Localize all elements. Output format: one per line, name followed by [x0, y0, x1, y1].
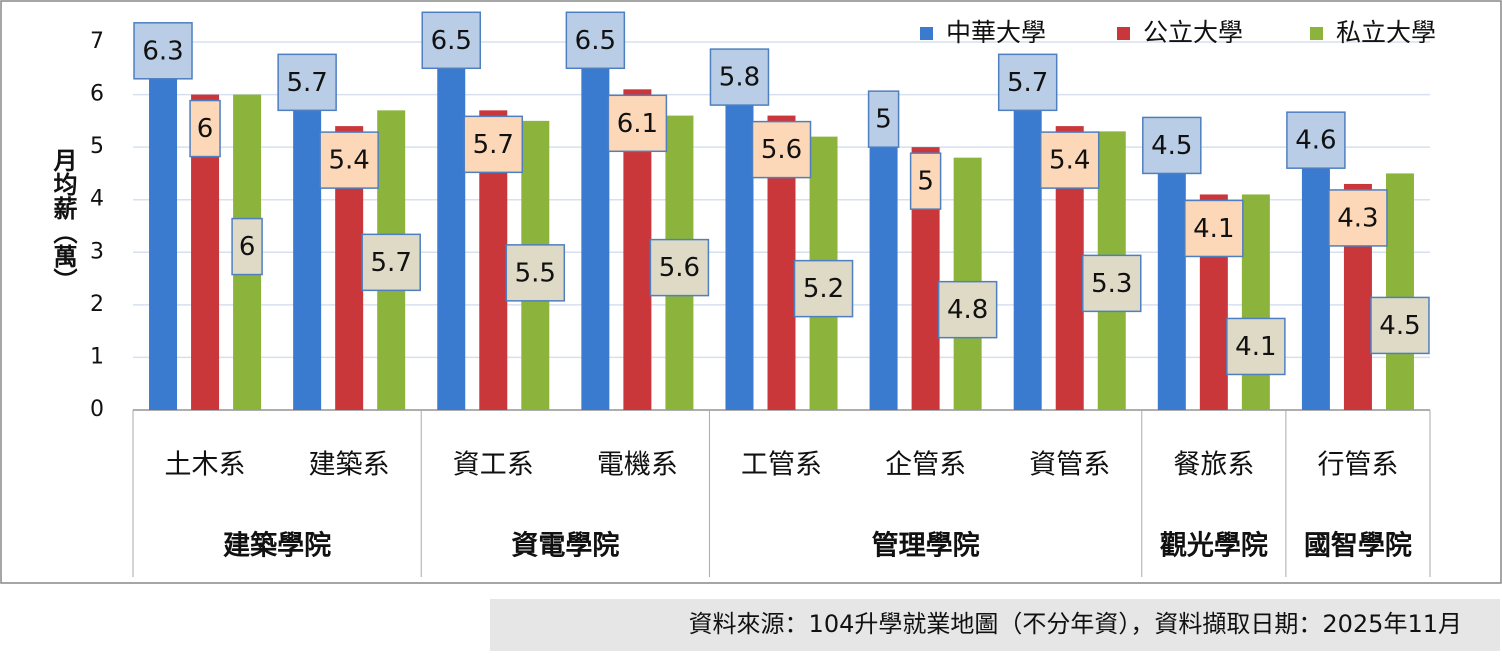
data-label: 6.1	[617, 109, 658, 139]
y-tick-label: 4	[90, 187, 104, 212]
data-label-box	[1082, 254, 1142, 313]
group-label: 資電學院	[511, 530, 619, 562]
y-tick-label: 7	[90, 29, 104, 54]
data-label-box	[319, 131, 379, 189]
data-label-box	[505, 244, 566, 302]
legend-label: 私立大學	[1336, 18, 1436, 47]
y-tick-label: 1	[90, 344, 104, 369]
legend-swatch	[1117, 27, 1130, 40]
data-label: 4.1	[1235, 332, 1276, 362]
data-label-box	[361, 233, 421, 292]
data-label: 4.6	[1295, 126, 1336, 156]
data-label-box	[421, 11, 481, 70]
data-label-box	[565, 11, 626, 70]
legend-swatch	[1310, 27, 1323, 40]
bar	[1241, 194, 1270, 410]
data-label: 5.4	[1049, 146, 1090, 176]
data-label: 4.5	[1151, 131, 1192, 161]
group-label: 建築學院	[223, 530, 331, 562]
bar	[725, 105, 754, 410]
x-tick-label: 土木系	[165, 450, 246, 481]
data-label: 4.1	[1193, 214, 1234, 244]
legend-swatch	[920, 27, 933, 40]
data-label-box	[709, 48, 770, 106]
data-label: 6.5	[431, 26, 472, 56]
bar	[1301, 168, 1330, 410]
group-label: 管理學院	[872, 530, 980, 562]
legend-label: 公立大學	[1143, 18, 1243, 47]
x-tick-label: 建築系	[309, 450, 390, 481]
data-label-box	[1328, 189, 1388, 247]
bar	[149, 78, 178, 411]
data-label-box	[793, 259, 854, 318]
bar	[293, 110, 322, 410]
source: 資料來源：104升學就業地圖（不分年資），資料擷取日期：2025年11月	[689, 610, 1462, 638]
x-tick-label: 資管系	[1029, 450, 1110, 481]
y-tick-label: 0	[90, 397, 104, 422]
data-label-box	[937, 280, 998, 339]
data-label-box	[1142, 116, 1202, 175]
bar	[1157, 173, 1186, 410]
data-label-box	[751, 120, 812, 179]
data-label: 5	[875, 105, 892, 135]
group-label: 觀光學院	[1160, 530, 1268, 562]
data-label-box	[1226, 317, 1286, 376]
data-label: 5.6	[659, 253, 700, 283]
data-label-box	[909, 152, 942, 210]
source-box	[490, 599, 1500, 651]
x-tick-label: 企管系	[885, 450, 966, 481]
data-label-box	[997, 53, 1058, 112]
bar	[581, 68, 610, 411]
bar	[1013, 110, 1042, 410]
y-tick-label: 6	[90, 82, 104, 107]
y-tick-label: 2	[90, 292, 104, 317]
data-label-box	[231, 217, 263, 276]
data-label: 6	[197, 114, 214, 144]
data-label: 6	[239, 232, 256, 262]
data-label: 4.8	[947, 295, 988, 325]
data-label-box	[1286, 111, 1346, 169]
x-tick-label: 電機系	[597, 450, 678, 481]
data-label-box	[463, 115, 524, 174]
legend-label: 中華大學	[946, 18, 1046, 47]
data-label: 6.3	[142, 36, 183, 66]
x-tick-label: 餐旅系	[1173, 450, 1254, 481]
y-axis-label: 月均薪（萬）	[49, 148, 78, 292]
data-label: 5.2	[803, 274, 844, 304]
x-tick-label: 工管系	[741, 450, 822, 481]
data-label: 5.5	[515, 258, 556, 288]
data-label: 4.3	[1337, 203, 1378, 233]
data-label-box	[133, 22, 193, 80]
y-tick-label: 3	[90, 239, 104, 264]
data-label: 4.5	[1379, 311, 1420, 341]
data-label: 5.8	[719, 63, 760, 93]
data-label-box	[1370, 296, 1430, 355]
data-label-box	[1039, 131, 1100, 189]
data-label: 5.7	[286, 68, 327, 98]
data-label: 5.7	[473, 130, 514, 160]
group-label: 國智學院	[1304, 530, 1412, 562]
data-label: 5.4	[328, 146, 369, 176]
data-label-box	[649, 238, 710, 297]
data-label: 6.5	[575, 26, 616, 56]
data-label: 5.6	[761, 135, 802, 165]
data-label-box	[607, 94, 668, 153]
data-label: 5	[917, 167, 934, 197]
x-tick-label: 行管系	[1317, 450, 1398, 481]
data-label: 5.7	[371, 248, 412, 278]
data-label-box	[1184, 199, 1244, 258]
bar	[437, 68, 466, 411]
data-label-box	[867, 90, 900, 148]
bar	[1385, 173, 1414, 410]
data-label-box	[277, 53, 337, 112]
bar	[869, 147, 898, 410]
data-label: 5.3	[1091, 269, 1132, 299]
data-label-box	[189, 99, 221, 158]
x-tick-label: 資工系	[453, 450, 534, 481]
data-label: 5.7	[1007, 68, 1048, 98]
y-tick-label: 5	[90, 134, 104, 159]
